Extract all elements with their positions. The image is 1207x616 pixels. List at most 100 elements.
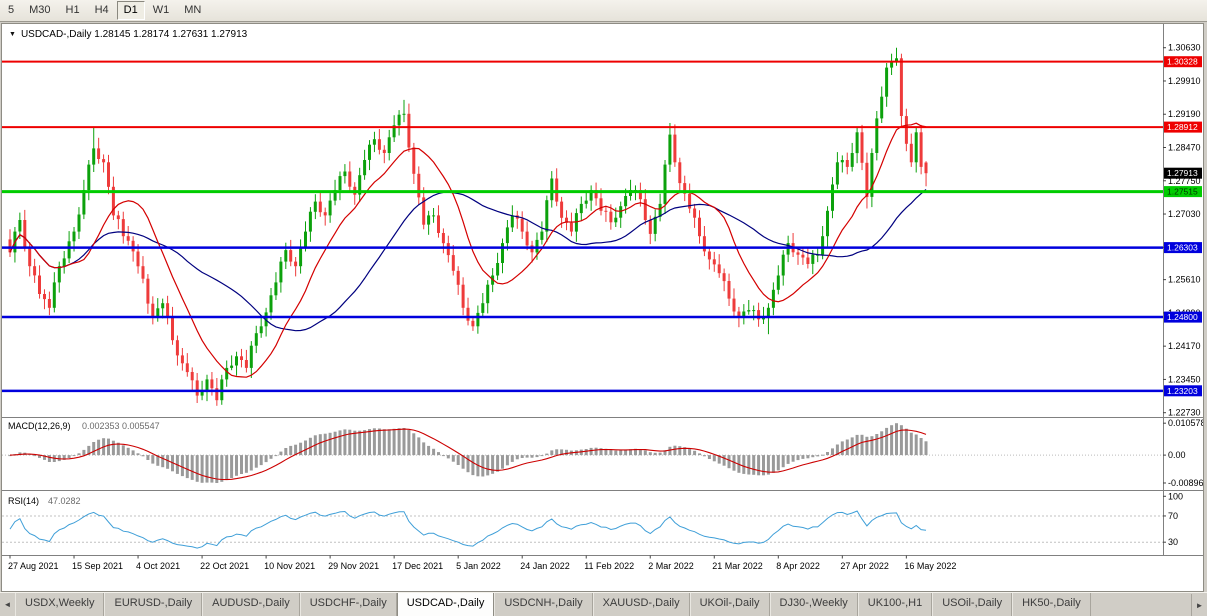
macd-bar (762, 455, 765, 476)
macd-bar (757, 455, 761, 476)
chart-tab-xauusd-daily[interactable]: XAUUSD-,Daily (592, 593, 690, 616)
chart-tab-usoil-daily[interactable]: USOil-,Daily (932, 593, 1013, 616)
macd-bar (860, 434, 864, 456)
macd-bar (131, 450, 135, 456)
macd-bar (338, 430, 342, 456)
chart-tab-audusd-daily[interactable]: AUDUSD-,Daily (202, 593, 300, 616)
macd-bar (220, 455, 224, 482)
candle (693, 203, 697, 228)
timeframe-button-h1[interactable]: H1 (65, 4, 80, 16)
macd-bar (560, 449, 564, 456)
candle (240, 348, 243, 368)
macd-bar (717, 455, 721, 464)
macd-histogram (8, 423, 928, 483)
candle (924, 161, 928, 187)
chart-tab-ukoil-daily[interactable]: UKOil-,Daily (689, 593, 770, 616)
timeframe-button-5[interactable]: 5 (8, 4, 15, 16)
macd-bar (249, 455, 253, 471)
candle (126, 226, 130, 246)
macd-scale-label: 0.010578 (1168, 418, 1203, 428)
macd-bar (845, 439, 849, 456)
chart-canvas[interactable]: 1.30630 1.29910 1.29190 1.28470 1.27750 1.270… (2, 24, 1203, 591)
price-badge: 1.27515 (1164, 186, 1202, 198)
candle (131, 236, 135, 262)
macd-bar (353, 430, 357, 456)
time-axis[interactable] (2, 556, 1203, 592)
price-axis[interactable] (1163, 24, 1203, 556)
macd-bar (18, 452, 22, 456)
timeframe-button-mn[interactable]: MN (184, 4, 202, 16)
price-axis-label: 1.27030 (1168, 209, 1201, 219)
macd-bar (486, 455, 490, 476)
macd-bar (328, 432, 332, 456)
chart-tab-usdcnh-daily[interactable]: USDCNH-,Daily (494, 593, 593, 616)
time-axis-label: 27 Apr 2022 (840, 561, 889, 571)
price-axis-label: 1.29190 (1168, 109, 1201, 119)
macd-bar (914, 434, 918, 456)
macd-bar (126, 447, 130, 456)
candle (762, 306, 765, 324)
macd-bar (826, 452, 829, 456)
macd-bar (899, 425, 903, 456)
tabs-scroll-left-button[interactable]: ◄ (0, 593, 15, 616)
macd-bar (673, 445, 677, 456)
macd-bar (412, 433, 416, 456)
candle (52, 272, 56, 313)
chart-tab-uk100-h1[interactable]: UK100-,H1 (857, 593, 933, 616)
macd-bar (555, 449, 559, 456)
macd-bar (840, 441, 844, 456)
candle (835, 152, 839, 190)
macd-bar (304, 440, 307, 456)
time-axis-label: 15 Sep 2021 (72, 561, 123, 571)
chart-dropdown-icon[interactable]: ▼ (9, 30, 16, 38)
candle (279, 257, 283, 293)
chart-tab-usdx-weekly[interactable]: USDX,Weekly (15, 593, 105, 616)
candle (840, 155, 844, 173)
timeframe-button-w1[interactable]: W1 (152, 4, 170, 16)
tabs-scroll-right-button[interactable]: ► (1191, 594, 1207, 616)
chart-tab-usdchf-daily[interactable]: USDCHF-,Daily (299, 593, 397, 616)
price-axis-label: 1.24170 (1168, 341, 1201, 351)
candle (776, 265, 780, 295)
candle (742, 304, 746, 325)
chart-tab-usdcad-daily[interactable]: USDCAD-,Daily (396, 593, 495, 616)
macd-bar (166, 455, 170, 469)
macd-bar (205, 455, 209, 483)
chart-tab-dj30-weekly[interactable]: DJ30-,Weekly (769, 593, 858, 616)
candle (520, 211, 524, 239)
time-axis-label: 10 Nov 2021 (264, 561, 315, 571)
candle (594, 182, 598, 206)
macd-bar (417, 437, 421, 456)
candle (466, 297, 470, 326)
timeframe-button-h4[interactable]: H4 (94, 4, 109, 16)
candle (855, 127, 859, 164)
macd-bar (121, 445, 125, 456)
candle (698, 210, 701, 244)
candle (604, 206, 608, 222)
candle (683, 175, 687, 202)
candle (899, 53, 903, 127)
timeframe-toolbar: 5 M30 H1 H4 D1 W1 MN (0, 0, 1207, 22)
candle (372, 131, 376, 153)
candle (269, 288, 273, 320)
candle (757, 302, 761, 327)
candle (914, 127, 918, 173)
macd-bar (594, 447, 598, 456)
timeframe-button-m30[interactable]: M30 (29, 4, 51, 16)
time-axis-label: 2 Mar 2022 (648, 561, 694, 571)
chart-tab-eurusd-daily[interactable]: EURUSD-,Daily (104, 593, 203, 616)
candle (348, 161, 352, 192)
macd-bar (683, 447, 687, 456)
macd-bar (432, 448, 436, 456)
macd-bar (180, 455, 184, 477)
candle (510, 205, 514, 232)
macd-bar (865, 436, 869, 456)
macd-bar (781, 455, 785, 468)
chart-title-bar: ▼ USDCAD-,Daily 1.28145 1.28174 1.27631 … (9, 28, 247, 41)
svg-text:1.23203: 1.23203 (1167, 386, 1198, 396)
timeframe-button-d1[interactable]: D1 (116, 1, 145, 20)
candle (353, 182, 357, 205)
macd-bar (885, 427, 889, 456)
candle (791, 233, 795, 257)
chart-tab-hk50-daily[interactable]: HK50-,Daily (1012, 593, 1091, 616)
